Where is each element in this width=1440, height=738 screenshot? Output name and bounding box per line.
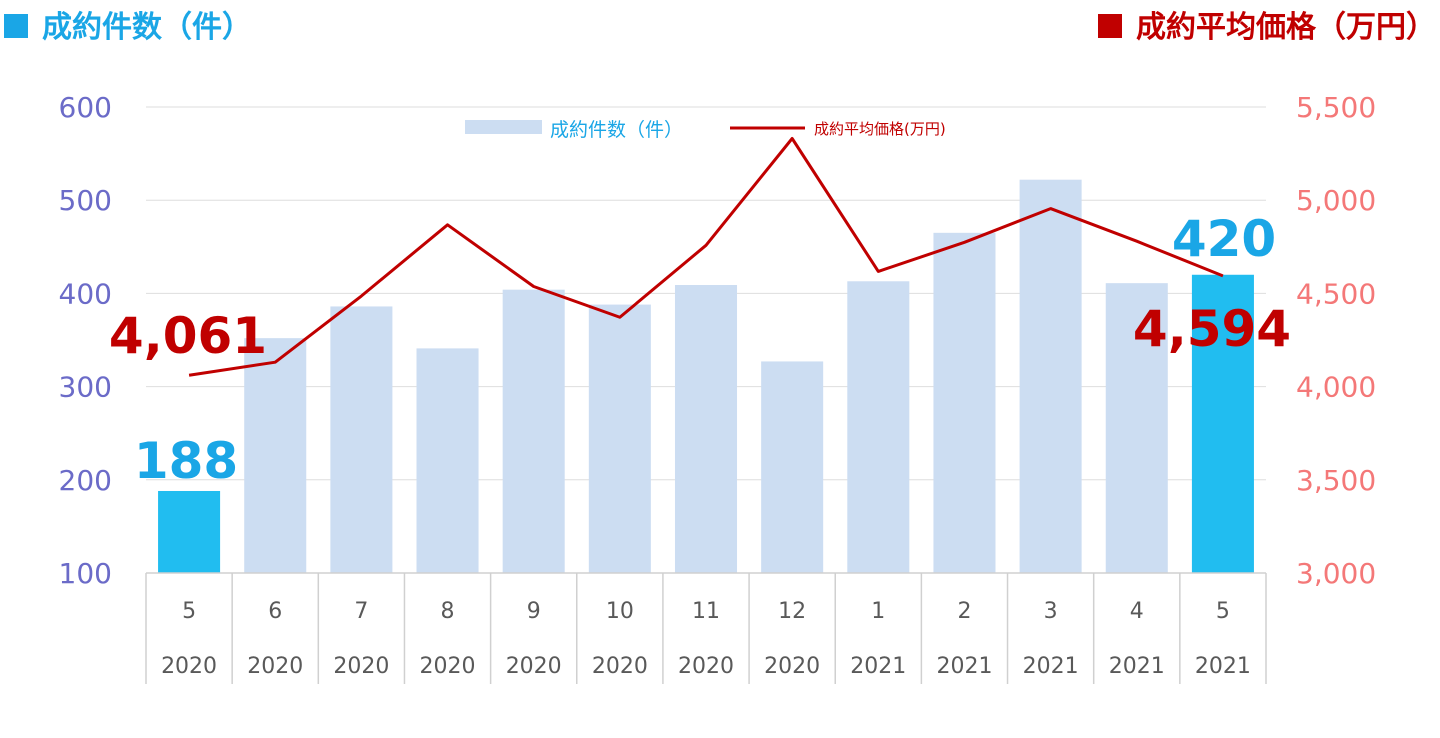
x-tick-month: 8 (441, 599, 455, 624)
x-tick-month: 6 (268, 599, 282, 624)
bar (502, 289, 565, 573)
x-tick-year: 2021 (850, 654, 906, 679)
x-tick-month: 12 (778, 599, 806, 624)
x-tick-month: 4 (1130, 599, 1144, 624)
data-label-line-first: 4,061 (109, 307, 267, 365)
x-tick-year: 2020 (333, 654, 389, 679)
bar (933, 232, 996, 573)
bar (761, 361, 824, 573)
right-axis-header-label: 成約平均価格（万円） (1136, 10, 1436, 45)
left-axis-color-square (4, 14, 28, 38)
x-tick-year: 2020 (678, 654, 734, 679)
legend-bar-label: 成約件数（件） (550, 119, 683, 141)
bar (330, 306, 393, 573)
data-label-bar-last: 420 (1172, 210, 1276, 268)
y-right-tick: 3,000 (1296, 557, 1376, 590)
price-line (188, 137, 1224, 377)
x-tick-year: 2021 (1023, 654, 1079, 679)
bar (1019, 179, 1082, 574)
x-tick-year: 2020 (247, 654, 303, 679)
x-tick-month: 11 (692, 599, 720, 624)
x-tick-month: 7 (354, 599, 368, 624)
x-tick-year: 2020 (506, 654, 562, 679)
data-label-line-last: 4,594 (1133, 300, 1291, 358)
right-axis-header: 成約平均価格（万円） (1098, 2, 1436, 46)
y-right-tick: 3,500 (1296, 464, 1376, 497)
y-right-tick: 4,000 (1296, 371, 1376, 404)
bar (847, 281, 910, 573)
bar (1191, 274, 1254, 573)
x-tick-year: 2021 (1195, 654, 1251, 679)
x-tick-month: 10 (606, 599, 634, 624)
y-left-tick: 400 (59, 277, 112, 310)
y-right-tick: 5,000 (1296, 184, 1376, 217)
bar (244, 338, 307, 573)
x-tick-month: 5 (182, 599, 196, 624)
y-left-tick: 300 (59, 371, 112, 404)
legend-bar-swatch (465, 120, 542, 134)
y-left-tick: 100 (59, 557, 112, 590)
bar (1105, 283, 1168, 573)
y-right-tick: 4,500 (1296, 277, 1376, 310)
x-tick-year: 2020 (592, 654, 648, 679)
x-tick-month: 5 (1216, 599, 1230, 624)
x-tick-month: 3 (1044, 599, 1058, 624)
x-tick-month: 2 (957, 599, 971, 624)
y-left-tick: 500 (59, 184, 112, 217)
bar (588, 304, 651, 573)
bar (674, 285, 738, 573)
x-tick-year: 2021 (1109, 654, 1165, 679)
x-tick-year: 2020 (161, 654, 217, 679)
y-left-tick: 200 (59, 464, 112, 497)
bar (416, 348, 479, 573)
data-label-bar-first: 188 (134, 432, 238, 490)
x-tick-year: 2020 (764, 654, 820, 679)
legend-line-label: 成約平均価格(万円) (814, 120, 946, 138)
y-left-tick: 600 (59, 91, 112, 124)
x-tick-month: 1 (871, 599, 885, 624)
left-axis-header: 成約件数（件） (4, 2, 252, 46)
x-tick-month: 9 (527, 599, 541, 624)
y-right-tick: 5,500 (1296, 91, 1376, 124)
bar (158, 490, 221, 573)
x-tick-year: 2020 (420, 654, 476, 679)
left-axis-header-label: 成約件数（件） (42, 10, 252, 45)
x-tick-year: 2021 (936, 654, 992, 679)
right-axis-color-square (1098, 14, 1122, 38)
